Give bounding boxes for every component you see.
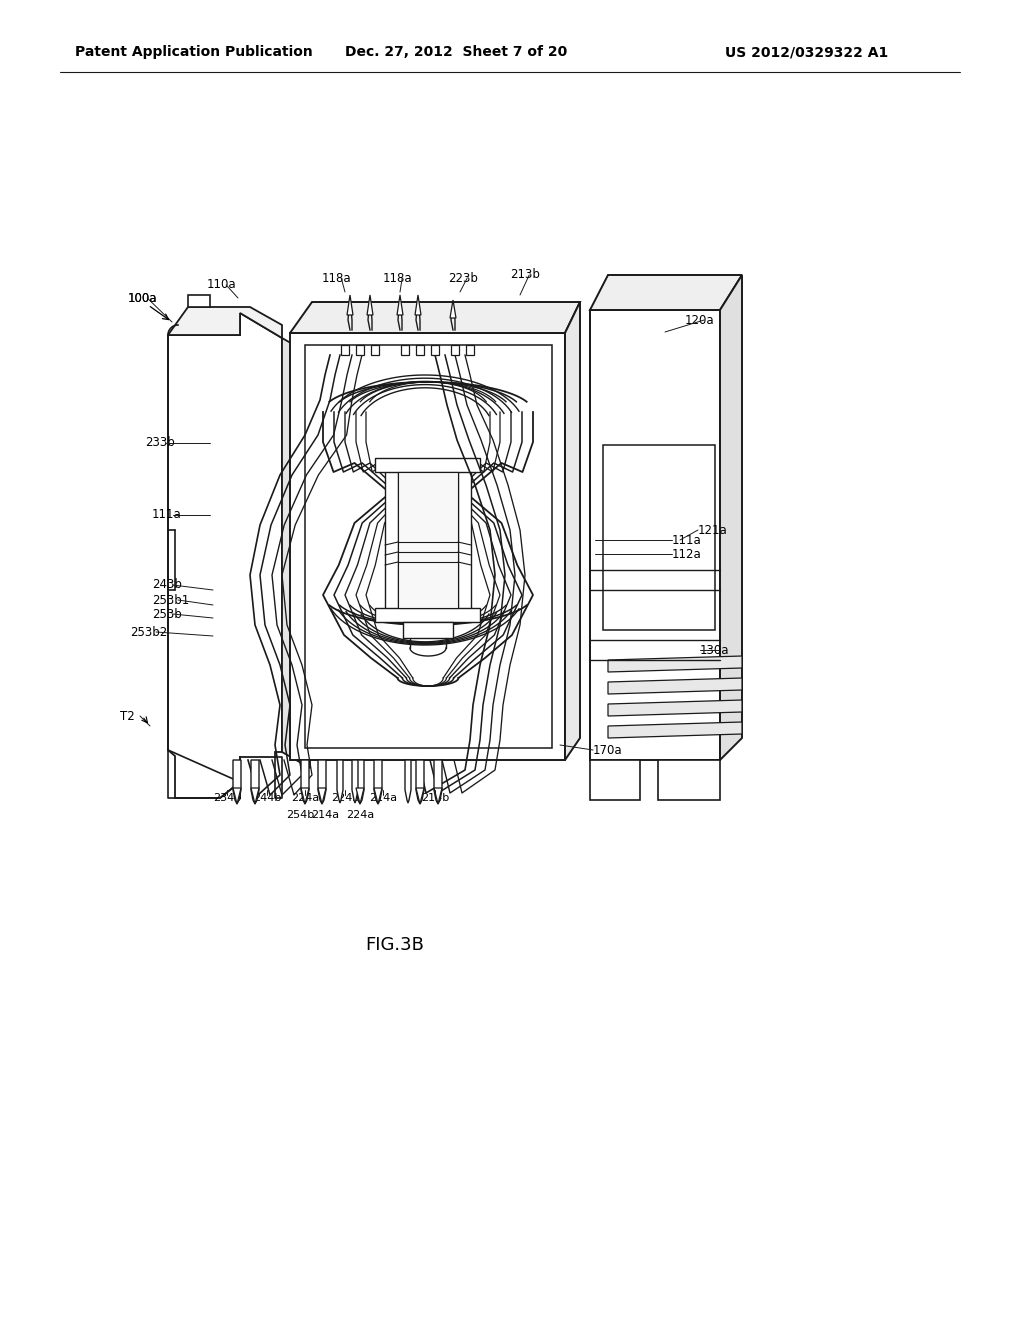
- Text: 214a: 214a: [369, 793, 397, 803]
- Polygon shape: [233, 788, 241, 804]
- Polygon shape: [608, 678, 742, 694]
- Polygon shape: [371, 345, 379, 355]
- Text: 234b: 234b: [213, 793, 241, 803]
- Text: Patent Application Publication: Patent Application Publication: [75, 45, 312, 59]
- Polygon shape: [251, 760, 259, 804]
- Polygon shape: [608, 656, 742, 672]
- Text: 111a: 111a: [152, 508, 181, 521]
- Polygon shape: [385, 465, 398, 615]
- Text: 100a: 100a: [128, 292, 158, 305]
- Text: 112a: 112a: [672, 548, 701, 561]
- Polygon shape: [375, 609, 480, 622]
- Polygon shape: [305, 345, 552, 748]
- Polygon shape: [188, 294, 210, 308]
- Text: 120a: 120a: [685, 314, 715, 326]
- Text: 224a: 224a: [346, 810, 374, 820]
- Polygon shape: [301, 788, 309, 804]
- Text: 213b: 213b: [510, 268, 540, 281]
- Polygon shape: [290, 302, 580, 333]
- Polygon shape: [590, 310, 720, 760]
- Text: 214a: 214a: [311, 810, 339, 820]
- Text: 170a: 170a: [593, 743, 623, 756]
- Polygon shape: [374, 788, 382, 804]
- Polygon shape: [458, 465, 471, 615]
- Polygon shape: [374, 760, 382, 804]
- Polygon shape: [282, 338, 310, 768]
- Polygon shape: [367, 294, 373, 315]
- Polygon shape: [608, 700, 742, 715]
- Text: 130a: 130a: [700, 644, 729, 656]
- Text: 118a: 118a: [322, 272, 351, 285]
- Polygon shape: [403, 622, 453, 638]
- Text: 254b: 254b: [286, 810, 314, 820]
- Text: 121a: 121a: [698, 524, 728, 536]
- Polygon shape: [603, 445, 715, 630]
- Text: Dec. 27, 2012  Sheet 7 of 20: Dec. 27, 2012 Sheet 7 of 20: [345, 45, 567, 59]
- Polygon shape: [347, 294, 353, 315]
- Polygon shape: [301, 760, 309, 804]
- Polygon shape: [431, 345, 439, 355]
- Text: 224a: 224a: [291, 793, 319, 803]
- Polygon shape: [352, 760, 358, 803]
- Polygon shape: [375, 458, 480, 473]
- Text: 223b: 223b: [449, 272, 478, 285]
- Polygon shape: [590, 275, 742, 310]
- Text: 233b: 233b: [145, 437, 175, 450]
- Polygon shape: [168, 313, 282, 799]
- Polygon shape: [356, 788, 364, 804]
- Text: 224b: 224b: [331, 793, 359, 803]
- Polygon shape: [451, 345, 459, 355]
- Polygon shape: [466, 345, 474, 355]
- Polygon shape: [434, 788, 442, 804]
- Polygon shape: [290, 333, 565, 760]
- Polygon shape: [658, 760, 720, 800]
- Text: 253b2: 253b2: [130, 626, 167, 639]
- Text: FIG.3B: FIG.3B: [366, 936, 424, 954]
- Text: 253b1: 253b1: [152, 594, 189, 606]
- Text: T2: T2: [120, 710, 135, 722]
- Text: 111a: 111a: [672, 533, 701, 546]
- Polygon shape: [590, 760, 640, 800]
- Polygon shape: [356, 345, 364, 355]
- Text: 253b: 253b: [152, 607, 181, 620]
- Polygon shape: [233, 760, 241, 804]
- Polygon shape: [406, 760, 411, 803]
- Text: 118a: 118a: [383, 272, 413, 285]
- Polygon shape: [356, 760, 364, 804]
- Polygon shape: [720, 275, 742, 760]
- Polygon shape: [397, 294, 403, 315]
- Polygon shape: [398, 473, 458, 609]
- Text: 243b: 243b: [152, 578, 182, 591]
- Polygon shape: [416, 345, 424, 355]
- Polygon shape: [415, 294, 421, 315]
- Text: 214b: 214b: [421, 793, 450, 803]
- Text: 110a: 110a: [207, 279, 237, 292]
- Polygon shape: [318, 788, 326, 804]
- Polygon shape: [168, 308, 282, 338]
- Polygon shape: [450, 300, 456, 318]
- Polygon shape: [401, 345, 409, 355]
- Polygon shape: [565, 302, 580, 760]
- Text: 100a: 100a: [128, 292, 158, 305]
- Polygon shape: [337, 760, 343, 803]
- Text: 244b: 244b: [253, 793, 282, 803]
- Text: US 2012/0329322 A1: US 2012/0329322 A1: [725, 45, 888, 59]
- Polygon shape: [434, 760, 442, 804]
- Polygon shape: [608, 722, 742, 738]
- Polygon shape: [416, 788, 424, 804]
- Polygon shape: [251, 788, 259, 804]
- Polygon shape: [341, 345, 349, 355]
- Polygon shape: [416, 760, 424, 804]
- Polygon shape: [318, 760, 326, 804]
